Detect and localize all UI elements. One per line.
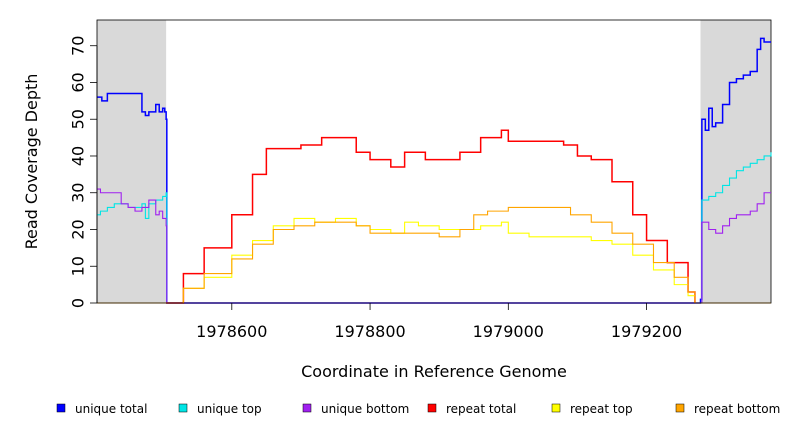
legend-item-unique-total: unique total	[56, 402, 147, 416]
x-tick-label: 1979000	[473, 322, 544, 341]
y-axis: 0 10 20 30 40 50 60 70	[69, 36, 98, 308]
x-tick-label: 1978600	[196, 322, 267, 341]
series-line-repeat-top	[166, 217, 696, 304]
legend: unique total unique top unique bottom repea…	[56, 402, 780, 416]
y-tick-label: 70	[69, 36, 88, 56]
y-tick-label: 40	[69, 146, 88, 166]
shaded-region-1	[700, 20, 771, 303]
legend-item-repeat-total: repeat total	[427, 402, 516, 416]
series-line-repeat-bottom	[97, 206, 771, 304]
x-axis-title: Coordinate in Reference Genome	[301, 362, 567, 381]
plot-frame	[96, 19, 772, 304]
y-tick-label: 50	[69, 109, 88, 129]
series-line-repeat-total	[166, 129, 696, 304]
series-line-unique-total	[97, 37, 771, 304]
legend-item-unique-top: unique top	[178, 402, 262, 416]
legend-swatch	[427, 403, 437, 413]
legend-item-repeat-top: repeat top	[551, 402, 633, 416]
legend-swatch	[302, 403, 312, 413]
y-axis-title: Read Coverage Depth	[22, 74, 41, 250]
legend-label: unique total	[75, 402, 147, 416]
legend-item-unique-bottom: unique bottom	[302, 402, 409, 416]
y-tick-label: 10	[69, 256, 88, 276]
y-tick-label: 20	[69, 219, 88, 239]
legend-label: repeat bottom	[694, 402, 780, 416]
y-tick-label: 0	[69, 298, 88, 308]
x-axis: 1978600 1978800 1979000 1979200	[97, 302, 771, 341]
shaded-region-0	[97, 20, 167, 303]
y-tick-label: 60	[69, 72, 88, 92]
legend-label: repeat total	[446, 402, 516, 416]
x-tick-label: 1979200	[611, 322, 682, 341]
legend-swatch	[675, 403, 685, 413]
legend-label: unique top	[197, 402, 262, 416]
shaded-regions	[97, 20, 771, 303]
y-tick-label: 30	[69, 183, 88, 203]
x-tick-label: 1978800	[334, 322, 405, 341]
series-line-unique-top	[97, 152, 772, 304]
legend-swatch	[56, 403, 66, 413]
legend-swatch	[178, 403, 188, 413]
legend-item-repeat-bottom: repeat bottom	[675, 402, 780, 416]
legend-label: repeat top	[570, 402, 633, 416]
series-line-unique-bottom	[97, 188, 771, 304]
series-layer	[97, 37, 772, 304]
legend-swatch	[551, 403, 561, 413]
legend-label: unique bottom	[321, 402, 409, 416]
